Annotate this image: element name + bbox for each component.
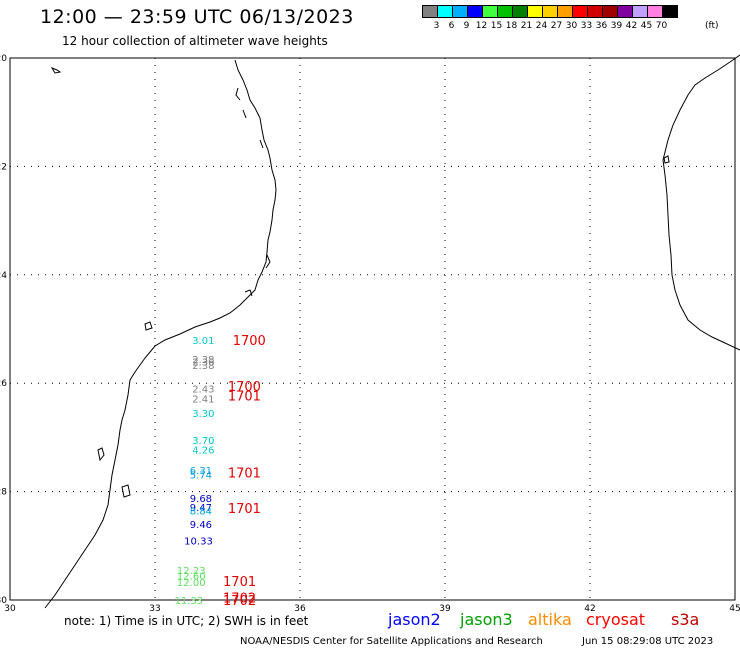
wave-height-value: 12.23 (177, 566, 206, 577)
mission-label-jason2: jason2 (388, 610, 441, 629)
footer-note: note: 1) Time is in UTC; 2) SWH is in fe… (64, 614, 309, 628)
legend-label: 45 (640, 21, 653, 31)
mission-label-s3a: s3a (671, 610, 700, 629)
legend-label: 6 (448, 21, 455, 31)
wave-height-value: 9.68 (190, 494, 212, 505)
wave-height-value: 2.38 (192, 355, 214, 366)
color-legend-labels: 3 6 9 12 15 18 21 24 27 30 33 36 39 42 45 70 (422, 21, 669, 31)
credit-line: NOAA/NESDIS Center for Satellite Applica… (240, 636, 543, 647)
legend-swatch (422, 5, 438, 18)
wave-height-value: 3.01 (192, 336, 214, 347)
madagascar-islet (663, 155, 670, 164)
pass-time-label: 1701 (228, 390, 261, 405)
legend-label: 21 (520, 21, 533, 31)
lat-label: -30 (0, 596, 7, 606)
wave-height-value: 9.47 (190, 503, 212, 514)
legend-label: 9 (463, 21, 470, 31)
legend-swatch (602, 5, 618, 18)
generation-timestamp: Jun 15 08:29:08 UTC 2023 (582, 636, 714, 647)
lat-label: -22 (0, 162, 7, 172)
lon-label: 45 (729, 604, 740, 614)
wave-height-value: 4.26 (192, 445, 214, 456)
wave-height-value: 9.46 (190, 520, 212, 531)
legend-swatch (542, 5, 558, 18)
wave-height-value: 11.33 (175, 596, 204, 607)
wave-height-value: 3.70 (192, 436, 214, 447)
lon-label: 39 (439, 604, 451, 614)
lon-label: 36 (294, 604, 306, 614)
wave-height-value: 3.30 (192, 409, 214, 420)
inland-lake (50, 66, 153, 498)
legend-label: 39 (610, 21, 623, 31)
legend-label: 12 (475, 21, 488, 31)
madagascar-coastline (662, 54, 740, 351)
legend-swatch (512, 5, 528, 18)
pass-time-label: 1702 (223, 591, 256, 606)
lat-label: -20 (0, 54, 7, 64)
legend-unit: (ft) (705, 21, 719, 31)
legend-label: 70 (655, 21, 668, 31)
legend-swatch (452, 5, 468, 18)
page-title: 12:00 — 23:59 UTC 06/13/2023 (40, 6, 354, 28)
legend-label: 3 (433, 21, 440, 31)
lat-label: -28 (0, 488, 7, 498)
legend-swatch (617, 5, 633, 18)
africa-coastline (44, 59, 277, 609)
legend-swatch (482, 5, 498, 18)
legend-swatch (662, 5, 678, 18)
mission-label-cryosat: cryosat (586, 610, 646, 629)
wave-height-value: 2.41 (192, 394, 214, 405)
legend-label: 33 (580, 21, 593, 31)
color-legend (422, 5, 678, 18)
legend-swatch (527, 5, 543, 18)
pass-time-label: 1701 (228, 502, 261, 517)
lon-label: 30 (4, 604, 16, 614)
legend-label: 18 (505, 21, 518, 31)
map-frame (9, 57, 736, 601)
lat-label: -26 (0, 379, 7, 389)
wave-height-value: 12.00 (177, 578, 206, 589)
wave-height-value: 6.31 (190, 466, 212, 477)
legend-label: 24 (535, 21, 548, 31)
wave-height-value: 8.84 (190, 507, 212, 518)
page-subtitle: 12 hour collection of altimeter wave hei… (62, 34, 328, 48)
pass-time-label: 1702 (223, 594, 256, 609)
pass-time-label: 1701 (228, 467, 261, 482)
lon-label: 42 (584, 604, 595, 614)
coast-detail (235, 87, 271, 297)
wave-height-value: 2.43 (192, 385, 214, 396)
legend-swatch (437, 5, 453, 18)
legend-swatch (557, 5, 573, 18)
legend-swatch (467, 5, 483, 18)
mission-label-altika: altika (528, 610, 572, 629)
legend-spacer (422, 21, 429, 31)
lon-label: 33 (149, 604, 160, 614)
wave-height-value: 12.60 (177, 572, 206, 583)
legend-label: 15 (490, 21, 503, 31)
legend-swatch (497, 5, 513, 18)
pass-time-label: 1700 (233, 334, 266, 349)
legend-label: 27 (550, 21, 563, 31)
mission-label-jason3: jason3 (460, 610, 513, 629)
wave-height-value: 10.33 (184, 536, 213, 547)
wave-height-value: 5.74 (190, 470, 212, 481)
wave-height-value: 2.38 (192, 361, 214, 372)
legend-swatch (632, 5, 648, 18)
legend-swatch (587, 5, 603, 18)
pass-time-label: 1701 (223, 575, 256, 590)
legend-swatch (647, 5, 663, 18)
observations-layer: 3.01 2.382.362.38 2.432.41 3.30 3.704.26 6.31… (175, 334, 266, 609)
lat-label: -24 (0, 271, 7, 281)
legend-label: 36 (595, 21, 608, 31)
legend-label: 42 (625, 21, 638, 31)
lat-lon-grid: -20 -22 -24 -26 -28 -3030 33 36 39 42 45 (0, 54, 740, 614)
legend-swatch (572, 5, 588, 18)
wave-height-value: 2.36 (192, 358, 214, 369)
legend-label: 30 (565, 21, 578, 31)
pass-time-label: 1700 (228, 380, 261, 395)
